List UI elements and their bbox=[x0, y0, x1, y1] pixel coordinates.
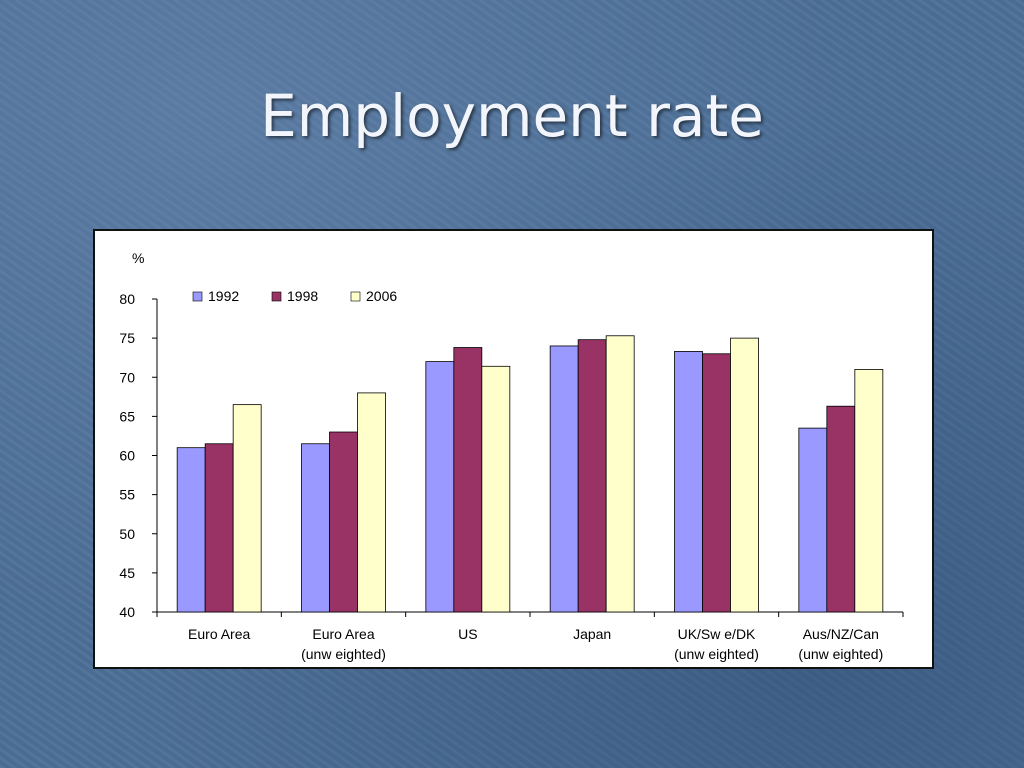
bar-1998-4 bbox=[702, 353, 731, 613]
bar-1998-5 bbox=[826, 405, 856, 613]
bar-2006-5 bbox=[854, 369, 884, 613]
legend-swatch-1998 bbox=[271, 291, 282, 302]
y-tick-label: 60 bbox=[119, 448, 135, 464]
employment-rate-bar-chart: % 40 45 50 55 60 65 70 75 80 Euro Area Euro Area (un… bbox=[119, 250, 904, 662]
legend-swatch-2006 bbox=[350, 291, 361, 302]
legend-label-1992: 1992 bbox=[208, 288, 239, 304]
bar-2006-2 bbox=[481, 365, 511, 613]
y-tick-label: 65 bbox=[119, 408, 135, 424]
bar-1998-3 bbox=[577, 339, 607, 613]
y-tick-label: 40 bbox=[119, 604, 135, 620]
x-category-label: Aus/NZ/Can bbox=[803, 626, 879, 642]
bar-1992-3 bbox=[549, 345, 579, 613]
x-category-label: (unw eighted) bbox=[301, 646, 386, 662]
y-tick-label: 55 bbox=[119, 487, 135, 503]
bar-2006-4 bbox=[730, 337, 759, 613]
bar-1992-1 bbox=[301, 443, 330, 613]
chart-frame: % 40 45 50 55 60 65 70 75 80 Euro Area Euro Area (un… bbox=[93, 229, 934, 669]
bar-2006-0 bbox=[232, 404, 262, 613]
y-tick-label: 45 bbox=[119, 565, 135, 581]
y-tick-label: 80 bbox=[119, 291, 135, 307]
bar-2006-3 bbox=[605, 335, 635, 613]
bar-1998-0 bbox=[204, 443, 234, 613]
y-tick-label: 70 bbox=[119, 369, 135, 385]
x-category-label: Euro Area bbox=[312, 626, 374, 642]
bar-1992-0 bbox=[176, 447, 206, 613]
y-tick-label: 75 bbox=[119, 330, 135, 346]
x-category-label: Euro Area bbox=[188, 626, 250, 642]
legend-label-1998: 1998 bbox=[287, 288, 318, 304]
legend-label-2006: 2006 bbox=[366, 288, 397, 304]
bar-1992-2 bbox=[425, 361, 455, 613]
x-category-label: US bbox=[458, 626, 477, 642]
slide-title: Employment rate bbox=[260, 82, 764, 150]
bar-1992-4 bbox=[674, 351, 703, 613]
x-category-label: (unw eighted) bbox=[798, 646, 883, 662]
y-tick-label: 50 bbox=[119, 526, 135, 542]
bar-1998-2 bbox=[453, 347, 483, 613]
x-category-label: Japan bbox=[573, 626, 611, 642]
bar-1998-1 bbox=[329, 431, 358, 613]
bar-2006-1 bbox=[357, 392, 386, 613]
x-category-label: (unw eighted) bbox=[674, 646, 759, 662]
legend-swatch-1992 bbox=[192, 291, 203, 302]
bar-1992-5 bbox=[798, 427, 828, 613]
y-axis-unit-label: % bbox=[132, 250, 144, 266]
x-category-label: UK/Sw e/DK bbox=[678, 626, 756, 642]
